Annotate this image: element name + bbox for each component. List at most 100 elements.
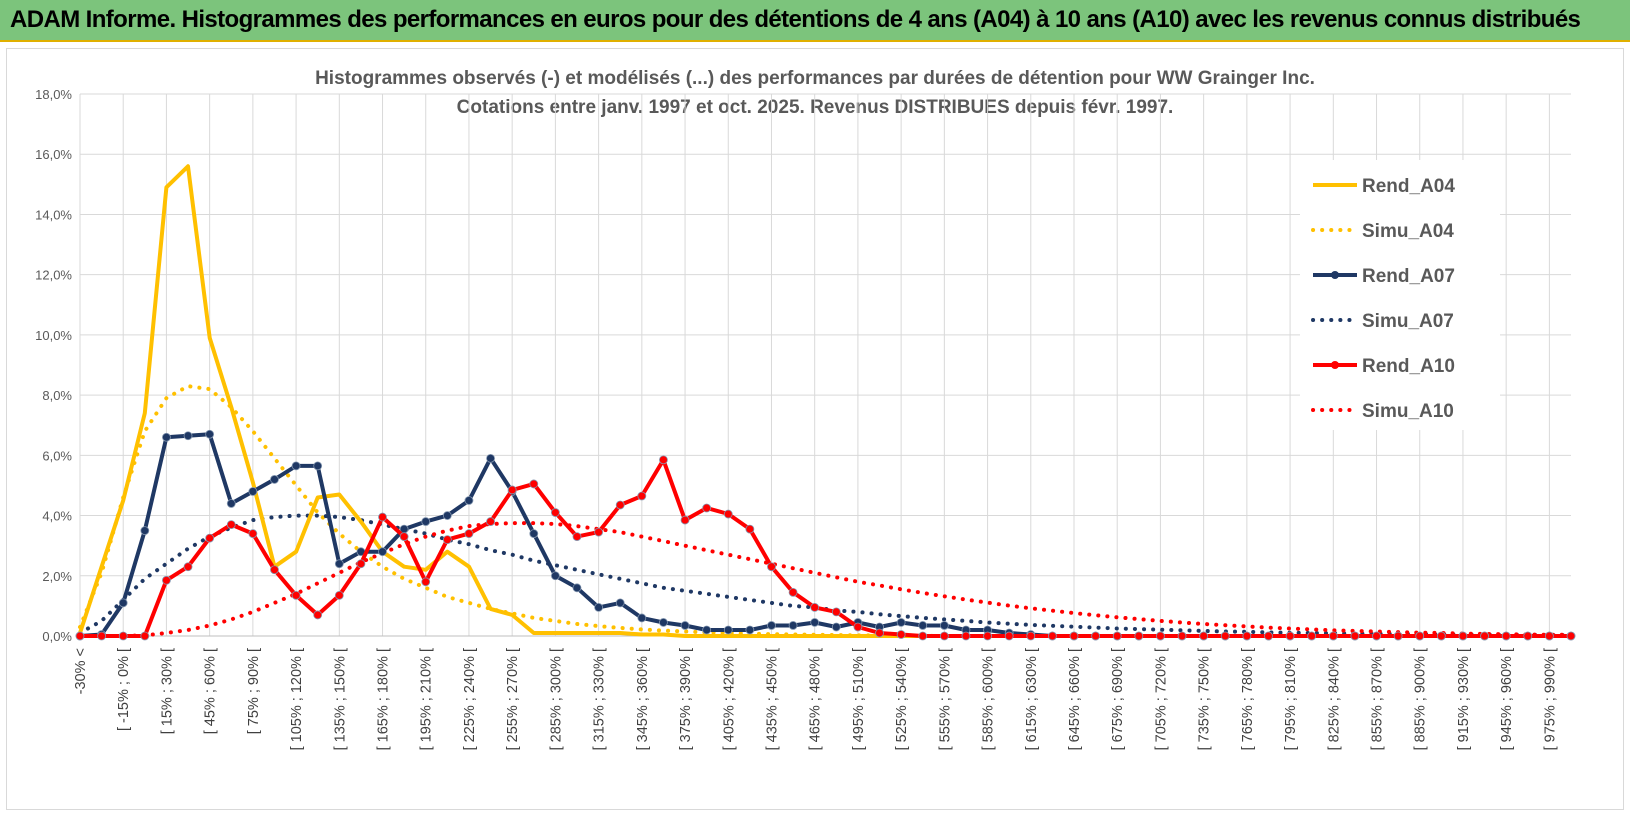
data-point <box>702 625 712 635</box>
legend-item-rend-a10: Rend_A10 <box>1313 356 1455 377</box>
data-point <box>529 479 539 489</box>
data-point <box>162 575 171 585</box>
data-point <box>594 602 604 612</box>
data-point <box>723 509 733 519</box>
legend-label: Rend_A04 <box>1362 176 1455 197</box>
data-point <box>399 532 409 542</box>
data-point <box>140 631 150 641</box>
data-point <box>615 500 625 510</box>
data-point <box>875 628 884 638</box>
data-point <box>918 631 928 641</box>
x-tick-label: [ -15% ; 0% [ <box>116 648 132 731</box>
data-point <box>162 432 171 442</box>
data-point <box>183 431 193 441</box>
data-point <box>529 529 539 539</box>
data-point <box>788 587 798 597</box>
header-banner: ADAM Informe. Histogrammes des performan… <box>0 0 1630 42</box>
x-axis: -30% < [ -15% ; 0% [ [ 15% ; 30% [ [ 45% ; … <box>73 635 1571 750</box>
x-tick-label: [ 675% ; 690% [ <box>1110 648 1126 750</box>
data-point <box>637 613 647 623</box>
x-tick-label: [ 975% ; 990% [ <box>1542 648 1558 750</box>
data-point <box>378 547 387 557</box>
data-point <box>270 565 279 575</box>
x-tick-label: [ 855% ; 870% [ <box>1370 648 1386 750</box>
data-point <box>313 610 323 620</box>
data-point <box>291 590 301 600</box>
data-point <box>550 571 560 581</box>
data-point <box>637 491 647 501</box>
data-point <box>572 583 582 593</box>
x-tick-label: [ 645% ; 660% [ <box>1067 648 1083 750</box>
data-point <box>680 515 690 525</box>
data-point <box>1134 631 1144 641</box>
data-point <box>334 590 344 600</box>
x-tick-label: [ 525% ; 540% [ <box>894 648 910 750</box>
data-point <box>550 508 560 517</box>
x-tick-label: [ 15% ; 30% [ <box>159 648 175 734</box>
legend-marker <box>1331 271 1339 279</box>
data-point <box>313 461 323 471</box>
data-point <box>486 453 495 463</box>
data-point <box>464 529 474 539</box>
data-point <box>659 455 668 465</box>
data-point <box>723 625 733 635</box>
legend-item-simu-a10: Simu_A10 <box>1311 401 1454 422</box>
x-tick-label: [ 75% ; 90% [ <box>246 648 262 734</box>
x-tick-label: [ 285% ; 300% [ <box>548 648 564 750</box>
data-point <box>1069 631 1079 641</box>
x-tick-label: [ 735% ; 750% [ <box>1197 648 1213 750</box>
data-point <box>140 526 150 536</box>
data-point <box>939 631 949 641</box>
data-point <box>767 562 776 572</box>
legend-item-simu-a04: Simu_A04 <box>1311 221 1454 242</box>
data-point <box>1566 631 1576 641</box>
x-tick-label: [ 255% ; 270% [ <box>505 648 521 750</box>
page-title: ADAM Informe. Histogrammes des performan… <box>10 6 1581 33</box>
legend-background <box>1300 160 1500 430</box>
y-tick-label: 10,0% <box>35 328 72 343</box>
data-point <box>615 598 625 608</box>
data-point <box>97 631 107 641</box>
x-tick-label: [ 195% ; 210% [ <box>419 648 435 750</box>
data-point <box>442 535 452 545</box>
x-tick-label: [ 705% ; 720% [ <box>1153 648 1169 750</box>
x-tick-label: [ 135% ; 150% [ <box>332 648 348 750</box>
x-tick-label: [ 615% ; 630% [ <box>1024 648 1040 750</box>
data-point <box>205 429 215 439</box>
y-tick-label: 12,0% <box>35 268 72 283</box>
data-point <box>680 621 690 630</box>
data-point <box>1177 631 1187 641</box>
data-point <box>1264 631 1273 641</box>
x-tick-label: [ 795% ; 810% [ <box>1283 648 1299 750</box>
x-tick-label: [ 945% ; 960% [ <box>1499 648 1515 750</box>
data-point <box>226 520 236 529</box>
data-point <box>745 625 755 635</box>
x-tick-label: [ 765% ; 780% [ <box>1240 648 1256 750</box>
data-point <box>118 631 128 641</box>
y-tick-label: 14,0% <box>35 207 72 222</box>
data-point <box>248 529 258 539</box>
data-point <box>75 631 85 641</box>
x-tick-label: [ 555% ; 570% [ <box>937 648 953 750</box>
data-point <box>1285 631 1295 641</box>
data-point <box>486 517 495 526</box>
data-point <box>1523 631 1533 641</box>
data-point <box>939 621 949 630</box>
data-point <box>810 602 820 612</box>
x-tick-label: [ 405% ; 420% [ <box>721 648 737 750</box>
data-point <box>788 621 798 630</box>
series-rend-a10 <box>75 455 1576 641</box>
data-point <box>1026 631 1036 641</box>
data-point <box>1307 631 1317 641</box>
legend-item-simu-a07: Simu_A07 <box>1311 311 1454 332</box>
y-tick-label: 6,0% <box>42 448 72 463</box>
data-point <box>810 618 820 627</box>
data-point <box>853 622 863 632</box>
x-tick-label: [ 45% ; 60% [ <box>203 648 219 734</box>
data-point <box>1393 631 1403 641</box>
data-point <box>421 517 431 526</box>
legend-item-rend-a04: Rend_A04 <box>1313 176 1455 197</box>
data-point <box>507 485 517 495</box>
x-tick-label: -30% < <box>73 648 89 694</box>
legend-label: Simu_A10 <box>1362 401 1454 422</box>
